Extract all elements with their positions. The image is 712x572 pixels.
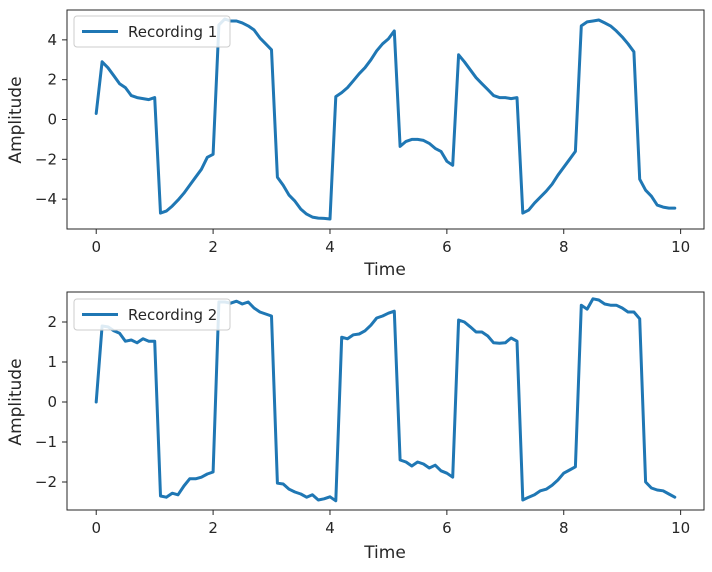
legend: Recording 2 <box>73 298 231 331</box>
x-tick-label: 10 <box>671 519 690 537</box>
y-axis-label: Amplitude <box>6 76 26 163</box>
y-tick-label: 1 <box>47 353 57 371</box>
x-tick-label: 6 <box>442 238 452 256</box>
y-tick-group: −2 −1 0 1 2 <box>35 313 67 491</box>
x-tick-label: 8 <box>559 238 569 256</box>
y-tick-label: 4 <box>47 31 57 49</box>
x-tick-label: 6 <box>442 519 452 537</box>
y-tick-label: 2 <box>47 71 57 89</box>
x-tick-label: 4 <box>325 519 335 537</box>
x-tick-label: 0 <box>91 238 101 256</box>
x-axis-label: Time <box>363 543 406 563</box>
x-tick-label: 8 <box>559 519 569 537</box>
legend-box <box>73 15 231 48</box>
series-line <box>94 297 677 503</box>
chart-panel: −4 −2 0 2 4 0 2 4 6 8 10 Recording 1 Time Amplitu… <box>6 9 705 280</box>
legend-label: Recording 2 <box>128 306 217 324</box>
x-tick-label: 2 <box>208 238 218 256</box>
legend-label: Recording 1 <box>128 23 217 41</box>
x-tick-group: 0 2 4 6 8 10 <box>91 229 690 256</box>
chart-panel: −2 −1 0 1 2 0 2 4 6 8 10 Recording 2 Time Amplitu… <box>6 291 705 563</box>
y-tick-label: −4 <box>35 190 57 208</box>
x-tick-label: 2 <box>208 519 218 537</box>
x-tick-label: 10 <box>671 238 690 256</box>
legend-box <box>73 298 231 331</box>
axes-frame <box>66 291 705 511</box>
y-tick-label: −1 <box>35 433 57 451</box>
y-axis-label: Amplitude <box>6 358 26 445</box>
legend: Recording 1 <box>73 15 231 48</box>
y-tick-label: 0 <box>47 111 57 129</box>
x-tick-group: 0 2 4 6 8 10 <box>91 510 690 537</box>
series-line <box>94 17 677 221</box>
y-tick-label: −2 <box>35 473 57 491</box>
y-tick-label: 2 <box>47 313 57 331</box>
x-tick-label: 4 <box>325 238 335 256</box>
x-tick-label: 0 <box>91 519 101 537</box>
y-tick-group: −4 −2 0 2 4 <box>35 31 67 208</box>
y-tick-label: −2 <box>35 150 57 168</box>
x-axis-label: Time <box>363 260 406 280</box>
y-tick-label: 0 <box>47 393 57 411</box>
